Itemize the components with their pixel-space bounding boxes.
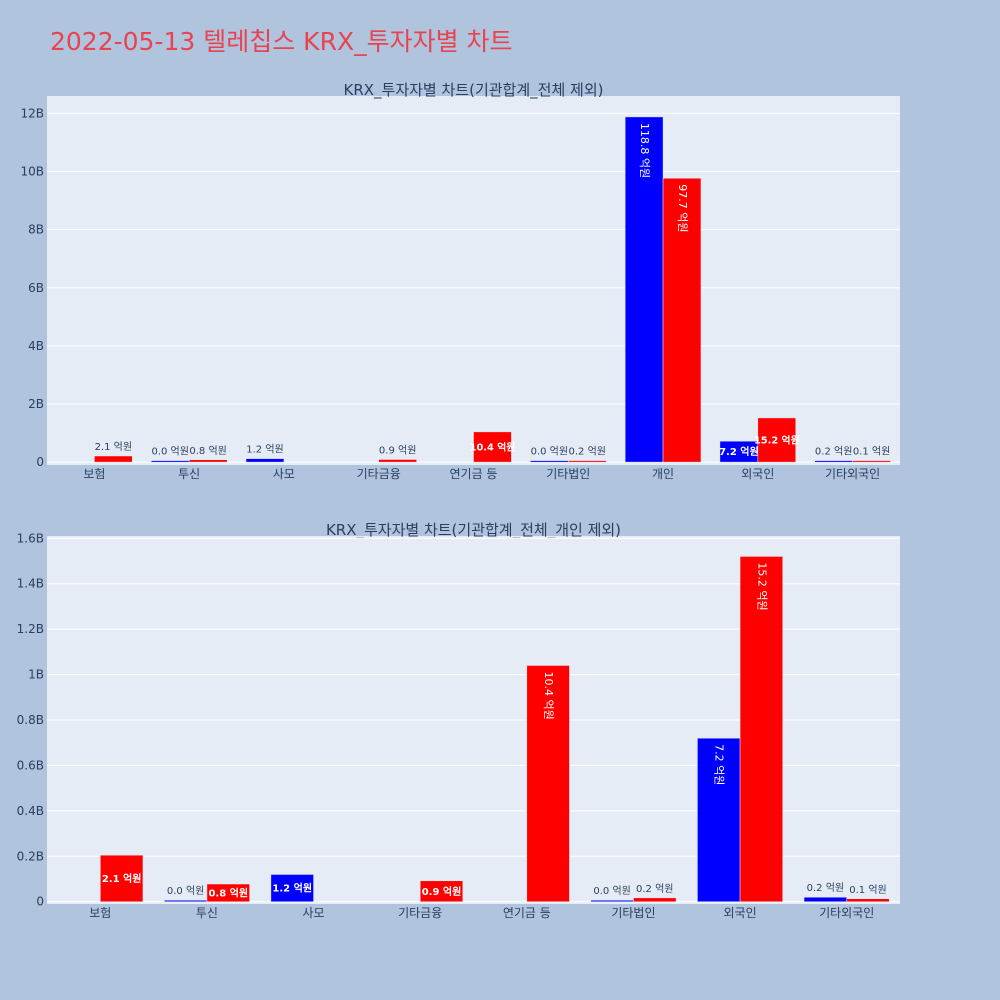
x-tick-label: 기타법인 bbox=[546, 467, 590, 481]
data-label: 15.2 억원 bbox=[754, 433, 800, 446]
x-tick-label: 투신 bbox=[196, 906, 218, 920]
bar bbox=[814, 460, 853, 463]
data-label: 0.2 억원 bbox=[636, 883, 673, 895]
y-tick-label: 1B bbox=[28, 668, 44, 682]
y-tick-label: 0.6B bbox=[17, 758, 44, 772]
bar bbox=[245, 458, 285, 463]
data-label: 7.2 억원 bbox=[719, 445, 759, 458]
data-label: 0.0 억원 bbox=[531, 446, 568, 458]
y-tick-label: 10B bbox=[20, 165, 44, 179]
x-tick-label: 개인 bbox=[652, 467, 674, 481]
y-tick-label: 8B bbox=[28, 223, 44, 237]
x-tick-label: 외국인 bbox=[741, 467, 774, 481]
x-tick-label: 사모 bbox=[273, 467, 295, 481]
x-tick-label: 기타금융 bbox=[398, 906, 442, 920]
data-label: 1.2 억원 bbox=[246, 444, 283, 456]
y-tick-label: 12B bbox=[20, 106, 44, 120]
data-label: 0.0 억원 bbox=[151, 446, 188, 458]
data-label: 0.2 억원 bbox=[807, 882, 844, 894]
x-tick-label: 기타금융 bbox=[357, 467, 401, 481]
bar bbox=[378, 459, 417, 463]
bar bbox=[419, 880, 464, 902]
bar bbox=[188, 459, 228, 463]
bar bbox=[662, 177, 702, 463]
y-tick-label: 2B bbox=[28, 397, 44, 411]
x-tick-label: 연기금 등 bbox=[503, 906, 551, 920]
y-tick-label: 0 bbox=[36, 895, 44, 909]
bar bbox=[151, 460, 190, 463]
bar bbox=[530, 460, 569, 463]
data-label: 0.0 억원 bbox=[593, 885, 630, 897]
x-tick-label: 보험 bbox=[89, 906, 111, 920]
chart-2: KRX_투자자별 차트(기관합계_전체_개인 제외) 0 0.2B 0.4B 0.6B 0… bbox=[17, 521, 900, 920]
bar bbox=[633, 897, 677, 902]
y-tick-label: 6B bbox=[28, 281, 44, 295]
y-tick-label: 0 bbox=[36, 455, 44, 469]
data-label: 0.1 억원 bbox=[853, 446, 890, 458]
bar bbox=[526, 665, 570, 902]
x-tick-label: 기타외국인 bbox=[825, 467, 880, 481]
data-label: 118.8 억원 bbox=[638, 123, 651, 178]
bar bbox=[846, 898, 890, 902]
x-tick-label: 외국인 bbox=[724, 906, 757, 920]
data-label: 0.9 억원 bbox=[422, 885, 462, 898]
bar bbox=[94, 455, 133, 463]
data-label: 10.4 억원 bbox=[542, 671, 555, 719]
bar bbox=[852, 460, 891, 463]
bar bbox=[803, 896, 847, 902]
y-tick-label: 0.4B bbox=[17, 804, 44, 818]
data-label: 0.1 억원 bbox=[849, 884, 886, 896]
data-label: 0.9 억원 bbox=[379, 444, 416, 456]
chart-title: KRX_투자자별 차트(기관합계_전체_개인 제외) bbox=[326, 521, 621, 540]
bar bbox=[568, 460, 607, 463]
chart-1: KRX_투자자별 차트(기관합계_전체 제외) 0 2B 4B 6B 8B 10B 12B 보험… bbox=[20, 81, 900, 481]
data-label: 0.8 억원 bbox=[208, 886, 248, 899]
x-tick-label: 사모 bbox=[303, 906, 325, 920]
x-tick-label: 기타외국인 bbox=[819, 906, 874, 920]
bar bbox=[164, 899, 208, 902]
bar bbox=[473, 431, 512, 463]
x-tick-label: 기타법인 bbox=[611, 906, 655, 920]
data-label: 0.8 억원 bbox=[189, 445, 226, 457]
y-tick-label: 0.2B bbox=[17, 849, 44, 863]
plot-area bbox=[47, 96, 900, 465]
bar bbox=[270, 874, 314, 902]
bar bbox=[757, 417, 796, 463]
y-tick-label: 1.4B bbox=[17, 577, 44, 591]
data-label: 0.0 억원 bbox=[167, 885, 204, 897]
bar bbox=[624, 116, 664, 463]
bar bbox=[206, 883, 250, 902]
data-label: 7.2 억원 bbox=[713, 744, 726, 785]
data-label: 1.2 억원 bbox=[272, 882, 312, 895]
bar bbox=[590, 899, 634, 902]
x-tick-label: 연기금 등 bbox=[450, 467, 498, 481]
data-label: 0.2 억원 bbox=[815, 446, 852, 458]
bar bbox=[697, 737, 741, 902]
page-title: 2022-05-13 텔레칩스 KRX_투자자별 차트 bbox=[50, 27, 513, 56]
y-tick-label: 1.6B bbox=[17, 531, 44, 545]
x-tick-label: 투신 bbox=[178, 467, 200, 481]
y-tick-label: 4B bbox=[28, 339, 44, 353]
y-tick-label: 0.8B bbox=[17, 713, 44, 727]
bar bbox=[739, 556, 783, 902]
data-label: 97.7 억원 bbox=[676, 184, 689, 232]
x-tick-label: 보험 bbox=[83, 467, 105, 481]
bar bbox=[100, 854, 144, 902]
data-label: 10.4 억원 bbox=[470, 440, 516, 453]
data-label: 2.1 억원 bbox=[102, 872, 142, 885]
chart-title: KRX_투자자별 차트(기관합계_전체 제외) bbox=[344, 81, 604, 100]
y-tick-label: 1.2B bbox=[17, 622, 44, 636]
data-label: 2.1 억원 bbox=[95, 441, 132, 453]
data-label: 15.2 억원 bbox=[755, 562, 768, 610]
data-label: 0.2 억원 bbox=[568, 446, 605, 458]
